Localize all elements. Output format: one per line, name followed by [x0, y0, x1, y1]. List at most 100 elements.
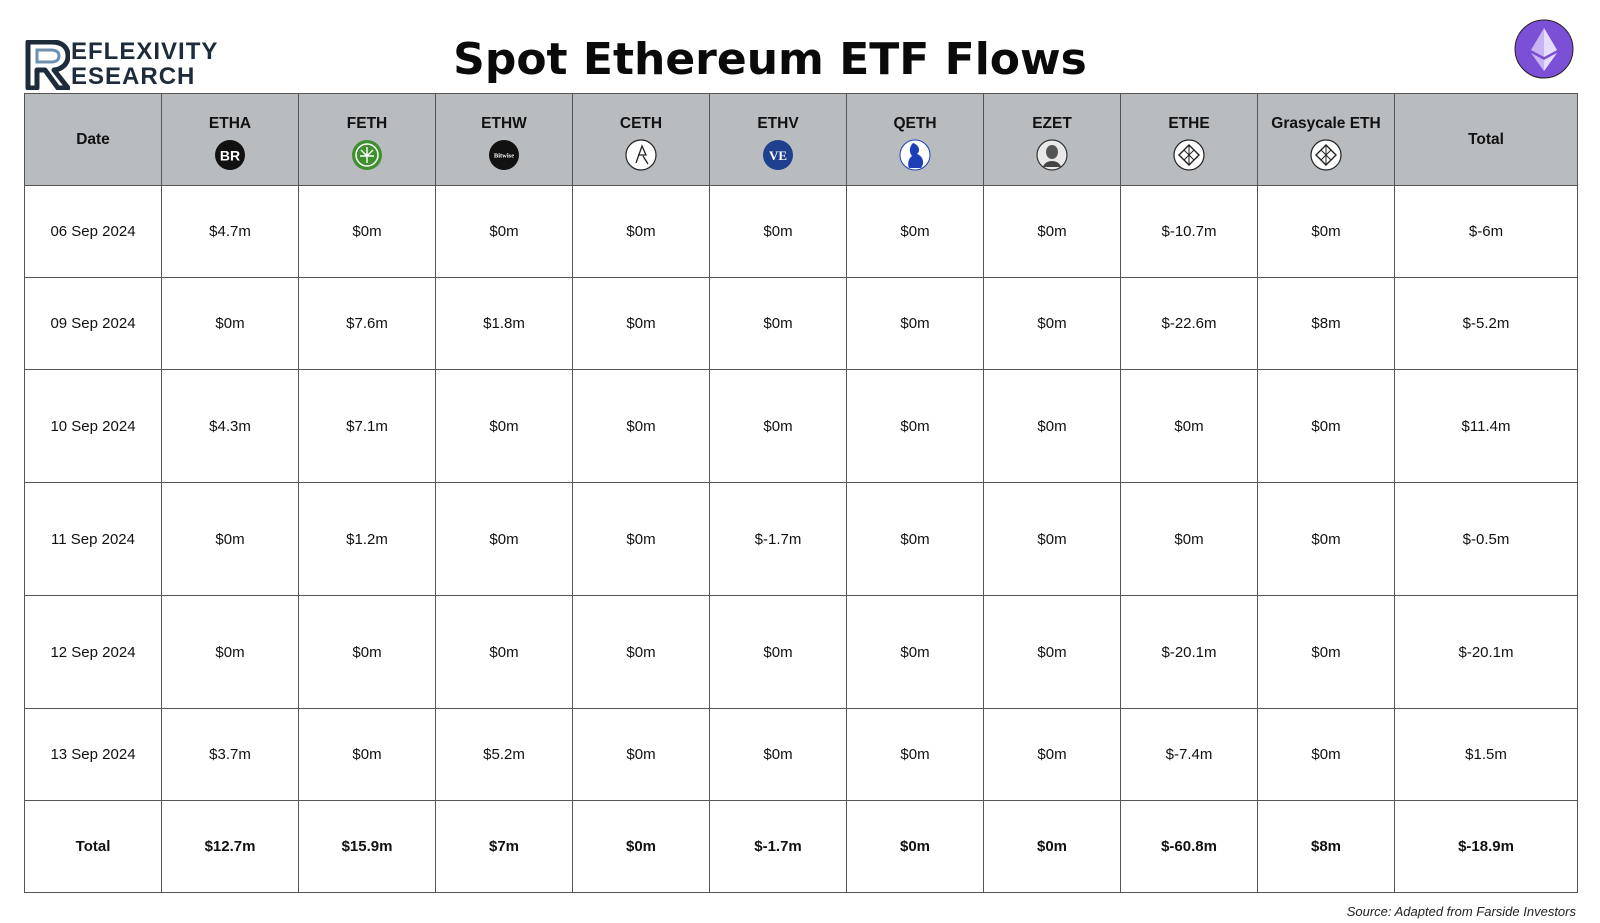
- franklin-icon: [1036, 138, 1068, 171]
- cell-etha: $4.7m: [161, 185, 299, 278]
- cell-total: $1.5m: [1394, 708, 1578, 801]
- cell-ethw: $5.2m: [435, 708, 573, 801]
- cell-ethv: $0m: [709, 708, 847, 801]
- col-header-ceth: CETH: [572, 93, 710, 186]
- table-row: 12 Sep 2024 $0m $0m $0m $0m $0m $0m $0m …: [24, 595, 1578, 709]
- cell-feth: $1.2m: [298, 482, 436, 596]
- cell-etha: $4.3m: [161, 369, 299, 483]
- cell-qeth: $0m: [846, 185, 984, 278]
- 21shares-icon: [625, 138, 657, 171]
- reflexivity-research-logo: EFLEXIVITY ESEARCH: [24, 38, 254, 92]
- brand-line-2: ESEARCH: [71, 63, 196, 90]
- invesco-icon: [899, 139, 931, 170]
- cell-ethe: $-7.4m: [1120, 708, 1258, 801]
- cell-ethv: $0m: [709, 595, 847, 709]
- svg-text:BR: BR: [220, 147, 240, 163]
- col-header-date: Date: [24, 93, 162, 186]
- r-logo-icon: [25, 40, 70, 90]
- grayscale-icon: [1310, 138, 1342, 171]
- cell-etha: $3.7m: [161, 708, 299, 801]
- cell-total-ceth: $0m: [572, 800, 710, 893]
- cell-ethe: $0m: [1120, 369, 1258, 483]
- col-header-feth: FETH: [298, 93, 436, 186]
- cell-total: $-20.1m: [1394, 595, 1578, 709]
- cell-ezet: $0m: [983, 482, 1121, 596]
- cell-feth: $0m: [298, 595, 436, 709]
- cell-date: 10 Sep 2024: [24, 369, 162, 483]
- cell-ethw: $0m: [435, 185, 573, 278]
- table-header-row: Date ETHA BR FETH ETHW: [24, 93, 1578, 186]
- svg-text:VE: VE: [769, 148, 787, 163]
- cell-etha: $0m: [161, 595, 299, 709]
- cell-date: 13 Sep 2024: [24, 708, 162, 801]
- cell-ethe: $-10.7m: [1120, 185, 1258, 278]
- cell-feth: $0m: [298, 185, 436, 278]
- totals-row: Total $12.7m $15.9m $7m $0m $-1.7m $0m $…: [24, 800, 1578, 893]
- col-header-total: Total: [1394, 93, 1578, 186]
- svg-text:Bitwise: Bitwise: [494, 152, 514, 159]
- cell-ethw: $1.8m: [435, 277, 573, 370]
- cell-ceth: $0m: [572, 595, 710, 709]
- cell-ethe: $-22.6m: [1120, 277, 1258, 370]
- cell-total-grayscale-eth: $8m: [1257, 800, 1395, 893]
- cell-ezet: $0m: [983, 708, 1121, 801]
- cell-total-label: Total: [24, 800, 162, 893]
- cell-total-feth: $15.9m: [298, 800, 436, 893]
- bitwise-icon: Bitwise: [489, 139, 519, 170]
- cell-ethe: $0m: [1120, 482, 1258, 596]
- col-header-etha: ETHA BR: [161, 93, 299, 186]
- cell-qeth: $0m: [846, 708, 984, 801]
- table-row: 11 Sep 2024 $0m $1.2m $0m $0m $-1.7m $0m…: [24, 482, 1578, 596]
- cell-ethe: $-20.1m: [1120, 595, 1258, 709]
- cell-ezet: $0m: [983, 277, 1121, 370]
- cell-total-ethe: $-60.8m: [1120, 800, 1258, 893]
- cell-ethw: $0m: [435, 482, 573, 596]
- cell-total-qeth: $0m: [846, 800, 984, 893]
- cell-grayscale-eth: $0m: [1257, 595, 1395, 709]
- cell-grayscale-eth: $0m: [1257, 482, 1395, 596]
- col-header-qeth: QETH: [846, 93, 984, 186]
- col-header-ethw: ETHW Bitwise: [435, 93, 573, 186]
- cell-date: 09 Sep 2024: [24, 277, 162, 370]
- ethereum-icon: [1514, 19, 1574, 79]
- cell-grayscale-eth: $8m: [1257, 277, 1395, 370]
- cell-grayscale-eth: $0m: [1257, 708, 1395, 801]
- col-header-grayscale-eth: Grasycale ETH: [1257, 93, 1395, 186]
- cell-ceth: $0m: [572, 708, 710, 801]
- cell-date: 11 Sep 2024: [24, 482, 162, 596]
- cell-feth: $7.6m: [298, 277, 436, 370]
- cell-feth: $7.1m: [298, 369, 436, 483]
- table-row: 09 Sep 2024 $0m $7.6m $1.8m $0m $0m $0m …: [24, 277, 1578, 370]
- grayscale-icon: [1173, 138, 1205, 171]
- cell-ethw: $0m: [435, 369, 573, 483]
- brand-line-1: EFLEXIVITY: [71, 38, 219, 65]
- cell-etha: $0m: [161, 482, 299, 596]
- cell-feth: $0m: [298, 708, 436, 801]
- cell-grayscale-eth: $0m: [1257, 369, 1395, 483]
- cell-qeth: $0m: [846, 369, 984, 483]
- cell-total-ezet: $0m: [983, 800, 1121, 893]
- cell-ezet: $0m: [983, 185, 1121, 278]
- col-header-ethe: ETHE: [1120, 93, 1258, 186]
- blackrock-icon: BR: [215, 139, 245, 170]
- cell-total: $11.4m: [1394, 369, 1578, 483]
- cell-date: 12 Sep 2024: [24, 595, 162, 709]
- cell-total-etha: $12.7m: [161, 800, 299, 893]
- cell-ethv: $-1.7m: [709, 482, 847, 596]
- etf-flows-table: Date ETHA BR FETH ETHW: [24, 93, 1578, 893]
- cell-ethv: $0m: [709, 369, 847, 483]
- cell-ethv: $0m: [709, 277, 847, 370]
- table-row: 10 Sep 2024 $4.3m $7.1m $0m $0m $0m $0m …: [24, 369, 1578, 483]
- page-title: Spot Ethereum ETF Flows: [453, 34, 1087, 85]
- col-header-ethv: ETHV VE: [709, 93, 847, 186]
- cell-etha: $0m: [161, 277, 299, 370]
- cell-ceth: $0m: [572, 185, 710, 278]
- cell-date: 06 Sep 2024: [24, 185, 162, 278]
- cell-total-ethv: $-1.7m: [709, 800, 847, 893]
- cell-ezet: $0m: [983, 369, 1121, 483]
- cell-ethv: $0m: [709, 185, 847, 278]
- table-row: 06 Sep 2024 $4.7m $0m $0m $0m $0m $0m $0…: [24, 185, 1578, 278]
- cell-ceth: $0m: [572, 482, 710, 596]
- cell-grand-total: $-18.9m: [1394, 800, 1578, 893]
- cell-ezet: $0m: [983, 595, 1121, 709]
